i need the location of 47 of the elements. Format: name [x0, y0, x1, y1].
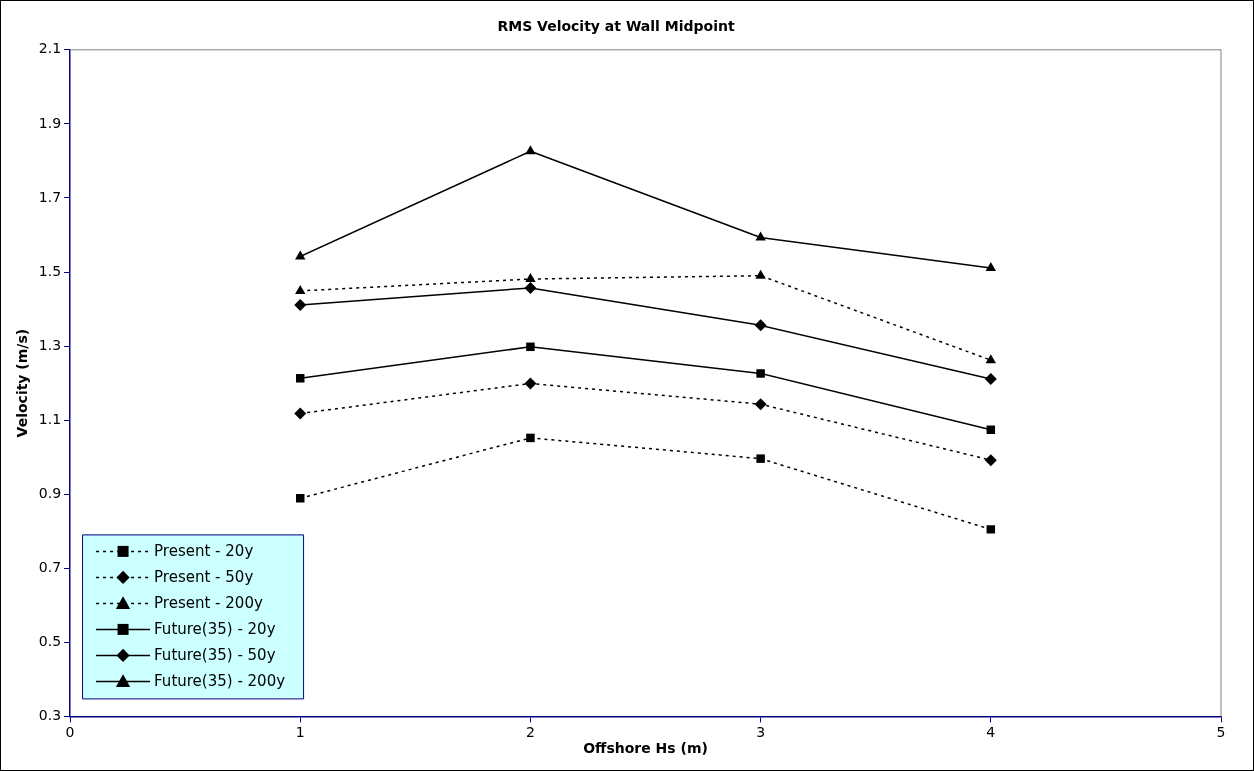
chart-title: RMS Velocity at Wall Midpoint	[497, 18, 735, 35]
point	[525, 273, 536, 283]
y-tick-label: 1.9	[38, 114, 62, 131]
y-tick-label: 0.5	[38, 632, 62, 649]
legend-label: Present - 50y	[154, 568, 254, 587]
point	[984, 373, 997, 386]
point	[526, 342, 535, 352]
point	[756, 369, 765, 378]
point	[754, 319, 767, 332]
legend-label: Future(35) - 50y	[154, 646, 276, 665]
point	[526, 433, 535, 443]
x-axis-title: Offshore Hs (m)	[583, 740, 708, 757]
point	[525, 145, 536, 155]
point	[985, 354, 997, 364]
x-tick-label: 2	[525, 724, 535, 741]
point	[294, 407, 307, 420]
legend-label: Present - 200y	[154, 594, 263, 613]
point	[755, 231, 766, 241]
y-tick-label: 1.1	[38, 410, 62, 427]
x-tick-label: 0	[65, 724, 75, 741]
x-tick-label: 1	[295, 724, 305, 741]
point	[524, 377, 537, 390]
point	[296, 374, 305, 383]
point	[985, 261, 997, 271]
point	[524, 281, 537, 294]
point	[296, 494, 305, 503]
y-tick-label: 1.5	[38, 262, 62, 279]
y-tick-label: 0.9	[38, 484, 62, 501]
x-tick-label: 3	[756, 724, 766, 741]
x-tick-label: 4	[986, 724, 996, 741]
y-tick-label: 2.1	[38, 40, 62, 57]
point	[755, 269, 766, 279]
point	[984, 454, 997, 467]
y-tick-label: 0.7	[38, 558, 62, 575]
point	[756, 454, 765, 463]
point	[986, 525, 996, 534]
y-axis-title: Velocity (m/s)	[14, 328, 31, 438]
point	[295, 284, 306, 294]
y-tick-label: 1.7	[38, 188, 62, 205]
legend-label: Future(35) - 20y	[154, 620, 276, 639]
point	[294, 298, 307, 311]
point	[754, 398, 767, 411]
legend-label: Present - 20y	[154, 542, 254, 561]
x-tick-label: 5	[1216, 724, 1226, 741]
y-tick-label: 0.3	[38, 707, 62, 724]
y-tick-label: 1.3	[38, 336, 62, 353]
legend-label: Future(35) - 200y	[154, 672, 286, 691]
